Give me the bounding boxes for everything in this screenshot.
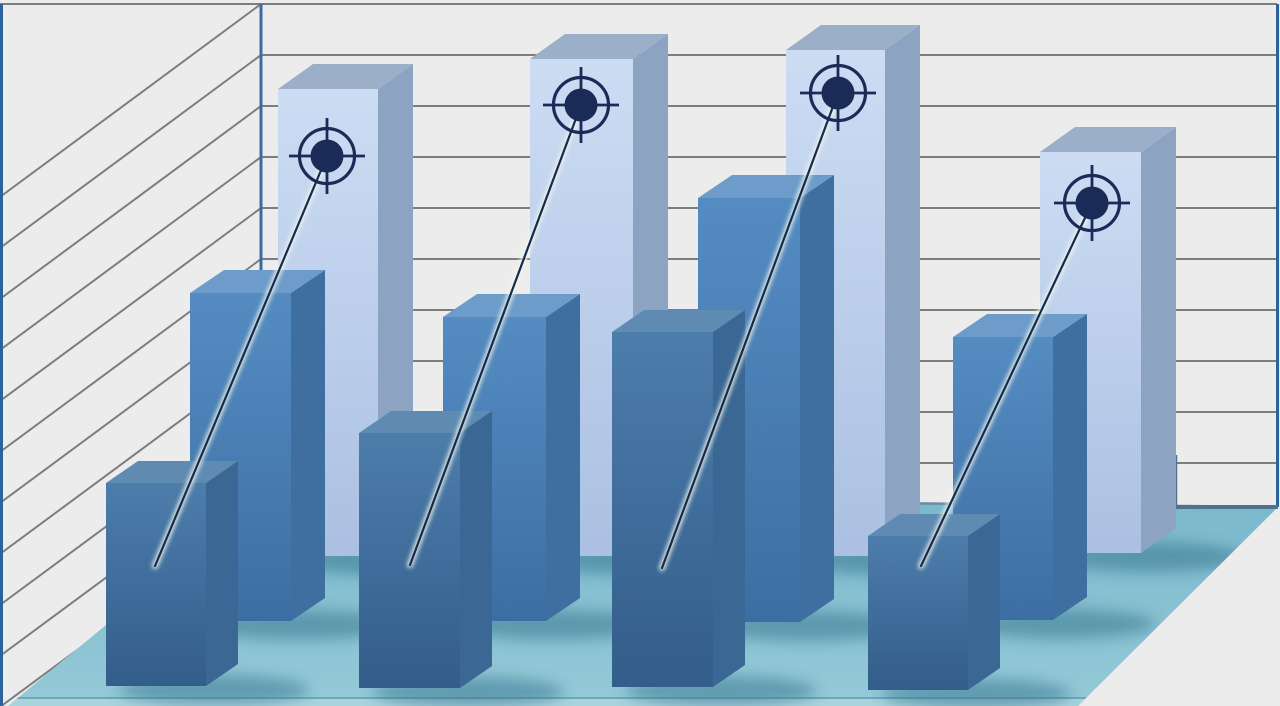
bar-front-face <box>868 536 968 690</box>
crosshair-target-icon <box>543 67 619 143</box>
bar-front-group-1 <box>106 461 238 686</box>
gridline-diagonal <box>0 207 261 402</box>
bar-side-face <box>291 270 325 621</box>
bar-side-face <box>546 294 580 621</box>
crosshair-center-dot <box>821 76 855 110</box>
crosshair-target-icon <box>1054 165 1130 241</box>
bar-side-face <box>885 25 920 556</box>
bar-front-group-2 <box>359 411 492 688</box>
bar-front-face <box>612 332 713 687</box>
front-row-bars <box>106 310 1000 690</box>
bar-top-face <box>106 461 238 483</box>
bar-top-face <box>190 270 325 293</box>
trend-lines <box>152 90 1095 571</box>
bar-top-face <box>868 514 1000 536</box>
bar-side-face <box>800 175 834 622</box>
bar-front-face <box>106 483 206 686</box>
bar-top-face <box>953 314 1087 337</box>
right-frame-border <box>1276 4 1279 507</box>
trend-line <box>408 103 583 567</box>
bar-top-face <box>530 34 668 59</box>
trend-line <box>919 201 1094 568</box>
trend-line <box>660 91 840 570</box>
crosshair-ring <box>297 126 357 186</box>
bar-side-face <box>1053 314 1087 620</box>
bar-side-face <box>460 411 492 688</box>
crosshair-center-dot <box>564 88 598 122</box>
bar-top-face <box>1040 127 1176 152</box>
bar-front-group-3 <box>612 310 745 687</box>
crosshair-ring <box>1062 173 1122 233</box>
bar-side-face <box>206 461 238 686</box>
crosshair-center-dot <box>1075 186 1109 220</box>
gridline-diagonal <box>0 105 261 300</box>
bar-top-face <box>278 64 413 89</box>
bar-front-group-4 <box>868 514 1000 690</box>
crosshair-target-icon <box>800 55 876 131</box>
floor-band-strip <box>8 699 1090 706</box>
bar-side-face <box>1141 127 1176 553</box>
crosshair-center-dot <box>310 139 344 173</box>
gridline-diagonal <box>0 156 261 351</box>
crosshair-ring <box>808 63 868 123</box>
bar-top-face <box>443 294 580 317</box>
gridline-diagonal <box>0 54 261 249</box>
crosshair-ring <box>551 75 611 135</box>
trend-line <box>153 154 329 568</box>
bar-side-face <box>713 310 745 687</box>
crosshair-target-icon <box>289 118 365 194</box>
bar-top-face <box>612 310 745 332</box>
gridline-diagonal <box>0 4 261 198</box>
bar-top-face <box>786 25 920 50</box>
bar-side-face <box>968 514 1000 690</box>
left-frame-border <box>0 4 3 706</box>
